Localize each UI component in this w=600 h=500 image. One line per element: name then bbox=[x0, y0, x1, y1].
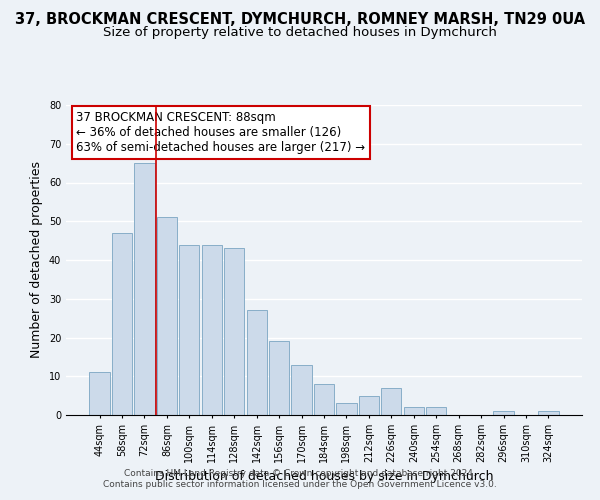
Bar bbox=[426, 407, 446, 415]
Bar bbox=[179, 244, 199, 415]
Bar bbox=[404, 407, 424, 415]
Bar bbox=[269, 342, 289, 415]
Text: Size of property relative to detached houses in Dymchurch: Size of property relative to detached ho… bbox=[103, 26, 497, 39]
Bar bbox=[493, 411, 514, 415]
Bar bbox=[157, 218, 177, 415]
Bar bbox=[134, 163, 155, 415]
Text: 37, BROCKMAN CRESCENT, DYMCHURCH, ROMNEY MARSH, TN29 0UA: 37, BROCKMAN CRESCENT, DYMCHURCH, ROMNEY… bbox=[15, 12, 585, 28]
Bar bbox=[202, 244, 222, 415]
X-axis label: Distribution of detached houses by size in Dymchurch: Distribution of detached houses by size … bbox=[155, 470, 493, 484]
Y-axis label: Number of detached properties: Number of detached properties bbox=[30, 162, 43, 358]
Text: Contains HM Land Registry data © Crown copyright and database right 2024.: Contains HM Land Registry data © Crown c… bbox=[124, 468, 476, 477]
Bar bbox=[292, 364, 311, 415]
Bar bbox=[89, 372, 110, 415]
Bar bbox=[337, 404, 356, 415]
Bar bbox=[538, 411, 559, 415]
Bar bbox=[247, 310, 267, 415]
Text: 37 BROCKMAN CRESCENT: 88sqm
← 36% of detached houses are smaller (126)
63% of se: 37 BROCKMAN CRESCENT: 88sqm ← 36% of det… bbox=[76, 111, 365, 154]
Bar bbox=[112, 233, 132, 415]
Bar bbox=[224, 248, 244, 415]
Bar bbox=[359, 396, 379, 415]
Text: Contains public sector information licensed under the Open Government Licence v3: Contains public sector information licen… bbox=[103, 480, 497, 489]
Bar bbox=[381, 388, 401, 415]
Bar bbox=[314, 384, 334, 415]
